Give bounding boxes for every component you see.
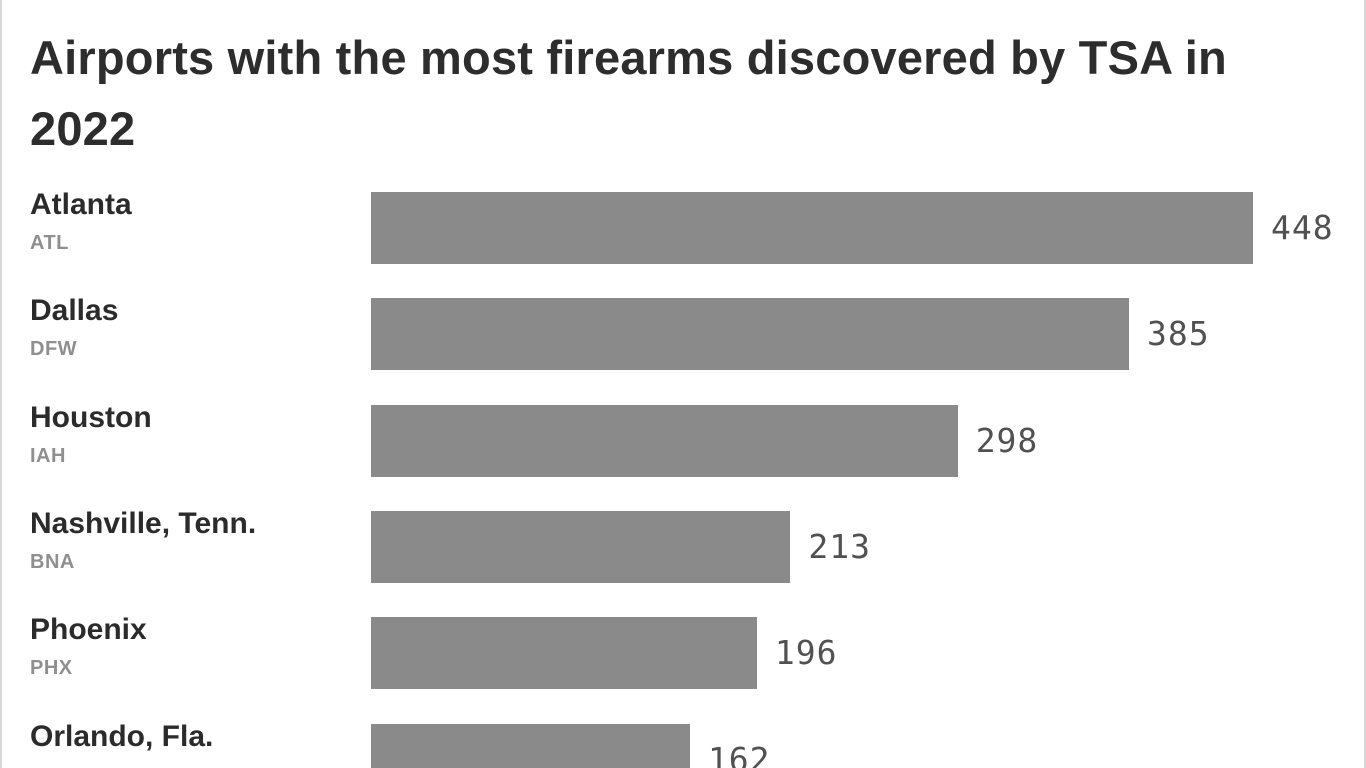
- row-labels: Houston IAH: [30, 399, 360, 469]
- row-labels: Orlando, Fla.: [30, 718, 360, 762]
- airport-city-label: Atlanta: [30, 188, 132, 221]
- airport-code-label: ATL: [30, 232, 69, 254]
- bar: [371, 510, 791, 583]
- airport-city-label: Orlando, Fla.: [30, 719, 214, 753]
- bar-track: 213: [371, 510, 1364, 583]
- chart-row: Dallas DFW 385: [2, 294, 1364, 404]
- chart-row: Nashville, Tenn. BNA 213: [2, 507, 1364, 617]
- bar-value-label: 196: [774, 633, 838, 673]
- bar: [371, 192, 1253, 264]
- airport-city-label: Dallas: [30, 294, 119, 328]
- chart-row: Phoenix PHX 196: [2, 613, 1364, 723]
- airport-city-label: Nashville, Tenn.: [30, 506, 257, 540]
- bar: [371, 404, 958, 477]
- airport-city-label: Phoenix: [30, 613, 147, 647]
- row-labels: Nashville, Tenn. BNA: [30, 505, 360, 575]
- row-labels: Atlanta ATL: [30, 186, 360, 256]
- bar-track: 196: [371, 617, 1364, 690]
- airport-city-label: Houston: [30, 400, 152, 434]
- bar-track: 448: [371, 192, 1364, 264]
- chart-row: Orlando, Fla. 162: [2, 720, 1364, 768]
- airport-code-label: PHX: [30, 657, 73, 680]
- bar-value-label: 448: [1271, 208, 1334, 247]
- row-labels: Phoenix PHX: [30, 611, 360, 681]
- bar: [371, 723, 690, 768]
- bar-value-label: 213: [808, 526, 871, 566]
- row-labels: Dallas DFW: [30, 292, 360, 362]
- bar-value-label: 385: [1146, 314, 1210, 354]
- airport-code-label: IAH: [30, 444, 66, 467]
- chart-title: Airports with the most firearms discover…: [30, 31, 1227, 155]
- chart-row: Atlanta ATL 448: [2, 188, 1364, 298]
- airport-code-label: BNA: [30, 550, 75, 573]
- bar: [371, 617, 757, 690]
- bar-rows: Atlanta ATL 448 Dallas DFW 385 Houston I…: [2, 188, 1364, 768]
- bar: [371, 298, 1129, 371]
- bar-track: 298: [371, 404, 1364, 477]
- bar-value-label: 298: [975, 420, 1039, 460]
- bar-track: 385: [371, 298, 1364, 371]
- bar-track: 162: [371, 723, 1364, 768]
- chart-row: Houston IAH 298: [2, 401, 1364, 511]
- bar-value-label: 162: [707, 739, 771, 768]
- airport-code-label: DFW: [30, 338, 78, 361]
